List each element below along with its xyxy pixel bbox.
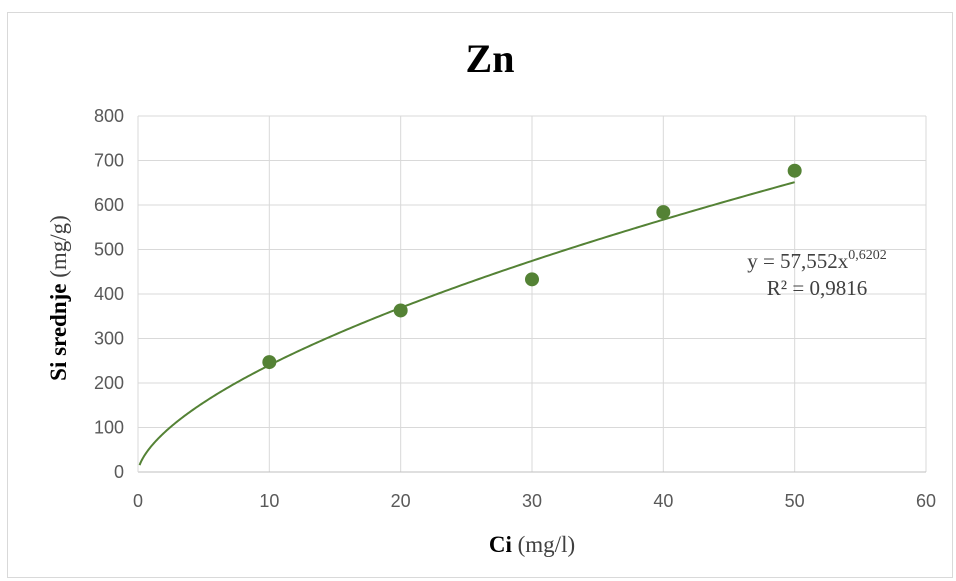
y-tick-label-300: 300 <box>94 329 124 349</box>
chart-frame <box>7 12 953 578</box>
x-tick-label-20: 20 <box>391 491 411 511</box>
y-tick-label-400: 400 <box>94 284 124 304</box>
y-tick-label-200: 200 <box>94 373 124 393</box>
x-tick-labels: 0 10 20 30 40 50 60 <box>133 491 936 511</box>
data-point-30 <box>525 272 539 287</box>
data-point-50 <box>787 163 802 178</box>
data-point-10 <box>262 355 277 370</box>
y-axis-label: Si srednje (mg/g) <box>46 215 71 381</box>
y-tick-label-500: 500 <box>94 240 124 260</box>
x-tick-label-40: 40 <box>653 491 673 511</box>
x-axis-label: Ci (mg/l) <box>489 532 575 557</box>
chart-title: Zn <box>466 36 515 81</box>
trendline-equation: y = 57,552x0,6202 <box>747 248 887 273</box>
data-point-40 <box>656 205 671 220</box>
gridlines <box>138 115 927 472</box>
x-tick-label-60: 60 <box>916 491 936 511</box>
axes <box>137 116 926 473</box>
y-tick-labels: 0 100 200 300 400 500 600 700 800 <box>94 106 124 482</box>
y-tick-label-600: 600 <box>94 195 124 215</box>
data-point-20 <box>393 303 408 318</box>
x-tick-label-0: 0 <box>133 491 143 511</box>
x-tick-label-30: 30 <box>522 491 542 511</box>
y-tick-label-700: 700 <box>94 151 124 171</box>
x-tick-label-50: 50 <box>785 491 805 511</box>
y-tick-label-100: 100 <box>94 418 124 438</box>
y-tick-label-800: 800 <box>94 106 124 126</box>
data-points <box>262 163 802 370</box>
x-tick-label-10: 10 <box>259 491 279 511</box>
r-squared-label: R² = 0,9816 <box>767 276 867 300</box>
trendline <box>138 181 795 466</box>
y-tick-label-0: 0 <box>114 462 124 482</box>
